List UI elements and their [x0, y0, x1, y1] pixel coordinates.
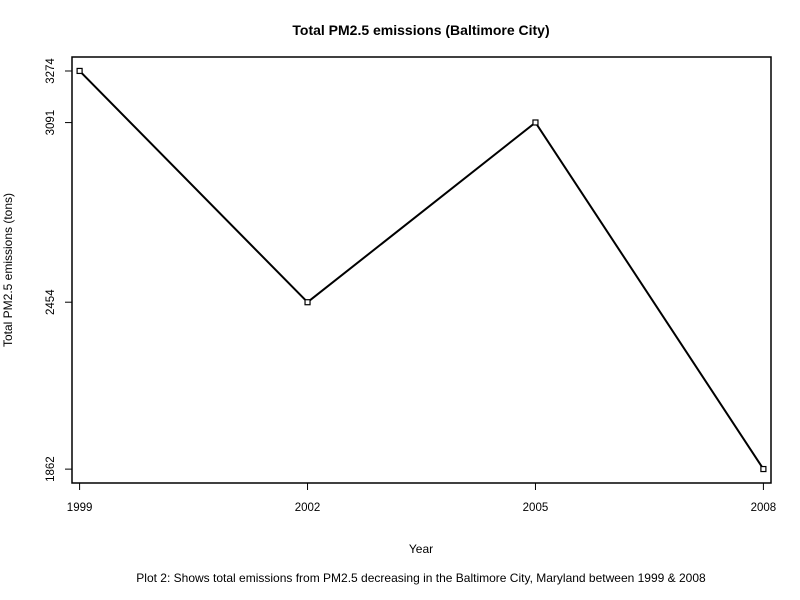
x-axis: 1999 2002 2005 2008 — [67, 483, 776, 514]
y-axis-label: Total PM2.5 emissions (tons) — [1, 193, 15, 347]
x-axis-label: Year — [409, 542, 433, 556]
data-point — [760, 465, 767, 473]
y-tick-label: 2454 — [45, 289, 57, 315]
series-line — [78, 70, 765, 470]
x-tick-label: 1999 — [67, 502, 93, 514]
y-tick-label: 1862 — [45, 456, 57, 482]
data-points — [76, 67, 767, 473]
data-point — [76, 67, 83, 75]
x-tick-label: 2008 — [751, 502, 777, 514]
y-tick-label: 3274 — [45, 58, 57, 84]
data-point — [532, 119, 539, 126]
chart-title: Total PM2.5 emissions (Baltimore City) — [292, 22, 549, 38]
chart-caption: Plot 2: Shows total emissions from PM2.5… — [136, 571, 706, 585]
y-tick-label: 3091 — [45, 110, 57, 136]
y-axis: 1862 2454 3091 3274 — [45, 58, 72, 482]
plot-frame — [71, 56, 772, 484]
data-point — [304, 299, 311, 306]
x-tick-label: 2002 — [295, 502, 321, 514]
x-tick-label: 2005 — [523, 502, 549, 514]
